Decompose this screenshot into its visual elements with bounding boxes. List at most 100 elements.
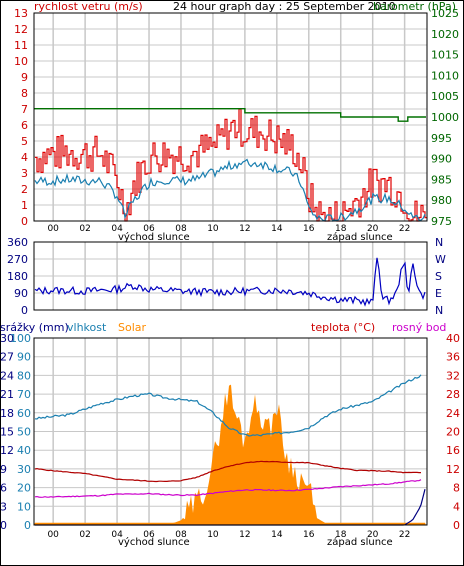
rain-tick-label: 24 bbox=[0, 369, 14, 382]
temperature-tick-label: 8 bbox=[453, 482, 460, 495]
humidity-tick-label: 90 bbox=[17, 351, 31, 364]
humidity-tick-label: 40 bbox=[17, 444, 31, 457]
hour-tick-label: 02 bbox=[79, 530, 90, 540]
wind-tick-label: 2 bbox=[21, 183, 28, 196]
humidity-tick-label: 0 bbox=[24, 519, 31, 532]
wind-tick-label: 4 bbox=[21, 151, 28, 164]
temperature-tick-label: 32 bbox=[446, 369, 460, 382]
temperature-tick-label: 40 bbox=[446, 332, 460, 345]
pressure-tick-label: 1010 bbox=[431, 69, 459, 82]
thermo-plot-border bbox=[33, 337, 428, 526]
pressure-tick-label: 995 bbox=[431, 132, 452, 145]
rain-tick-label: 21 bbox=[0, 388, 14, 401]
humidity-temperature-panel: srážky (mm) vlhkost Solar teplota (°C) r… bbox=[0, 321, 460, 548]
sunrise-label: východ slunce bbox=[118, 231, 190, 243]
rain-tick-label: 0 bbox=[0, 519, 7, 532]
rain-tick-label: 18 bbox=[0, 407, 14, 420]
wind-tick-label: 10 bbox=[14, 55, 28, 68]
pressure-tick-label: 1015 bbox=[431, 49, 459, 62]
wind-tick-label: 13 bbox=[14, 7, 28, 20]
hour-tick-label: 00 bbox=[47, 530, 59, 540]
wind-tick-label: 7 bbox=[21, 103, 28, 116]
temperature-tick-label: 28 bbox=[446, 388, 460, 401]
direction-plot-border bbox=[33, 241, 428, 311]
rain-tick-label: 30 bbox=[0, 332, 14, 345]
direction-tick-label: 90 bbox=[14, 287, 28, 300]
humidity-tick-label: 20 bbox=[17, 482, 31, 495]
hour-tick-label: 00 bbox=[47, 224, 59, 234]
humidity-tick-label: 70 bbox=[17, 388, 31, 401]
wind-tick-label: 5 bbox=[21, 135, 28, 148]
hour-tick-label: 22 bbox=[399, 530, 410, 540]
wind-tick-label: 9 bbox=[21, 71, 28, 84]
wind-tick-label: 1 bbox=[21, 199, 28, 212]
hour-tick-label: 16 bbox=[303, 530, 315, 540]
pressure-tick-label: 975 bbox=[431, 215, 452, 228]
hour-tick-label: 14 bbox=[271, 530, 283, 540]
solar-area bbox=[34, 384, 426, 525]
wind-pressure-panel: rychlost vetru (m/s) 24 hour graph day :… bbox=[14, 0, 459, 243]
direction-tick-label: 180 bbox=[7, 270, 28, 283]
pressure-tick-label: 990 bbox=[431, 153, 452, 166]
humidity-tick-label: 10 bbox=[17, 500, 31, 513]
rain-legend-label: srážky (mm) bbox=[0, 321, 69, 334]
dewpoint-series bbox=[34, 479, 422, 498]
pressure-tick-label: 985 bbox=[431, 173, 452, 186]
hour-tick-label: 06 bbox=[143, 224, 155, 234]
hour-tick-label: 06 bbox=[143, 530, 155, 540]
solar-legend-label: Solar bbox=[118, 321, 147, 334]
wind-axis-title: rychlost vetru (m/s) bbox=[34, 0, 143, 13]
hour-tick-label: 12 bbox=[239, 224, 250, 234]
wind-direction-series bbox=[34, 257, 426, 307]
temperature-legend-label: teplota (°C) bbox=[311, 321, 375, 334]
wind-tick-label: 8 bbox=[21, 87, 28, 100]
hour-tick-label: 16 bbox=[303, 224, 315, 234]
rain-tick-label: 9 bbox=[0, 463, 7, 476]
hour-tick-label: 18 bbox=[335, 530, 347, 540]
sunrise-label-bottom: východ slunce bbox=[118, 536, 190, 548]
rain-tick-label: 3 bbox=[0, 500, 7, 513]
temperature-tick-label: 0 bbox=[453, 519, 460, 532]
hour-tick-label: 04 bbox=[111, 224, 123, 234]
wind-tick-label: 11 bbox=[14, 39, 28, 52]
wind-tick-label: 6 bbox=[21, 119, 28, 132]
pressure-axis-title: barometr (hPa) bbox=[373, 0, 456, 13]
temperature-series bbox=[34, 460, 421, 483]
sunset-label: západ slunce bbox=[327, 231, 393, 243]
temperature-tick-label: 36 bbox=[446, 351, 460, 364]
compass-tick-label: S bbox=[435, 270, 442, 283]
wind-speed-series bbox=[34, 158, 426, 222]
compass-tick-label: N bbox=[435, 236, 443, 249]
hour-tick-label: 04 bbox=[111, 530, 123, 540]
pressure-tick-label: 1005 bbox=[431, 90, 459, 103]
hour-tick-label: 20 bbox=[367, 224, 379, 234]
direction-tick-label: 0 bbox=[21, 304, 28, 317]
hour-tick-label: 10 bbox=[207, 224, 219, 234]
rain-tick-label: 15 bbox=[0, 426, 14, 439]
pressure-series bbox=[34, 107, 426, 122]
humidity-tick-label: 80 bbox=[17, 369, 31, 382]
pressure-tick-label: 1000 bbox=[431, 111, 459, 124]
wind-tick-label: 3 bbox=[21, 167, 28, 180]
hour-tick-label: 10 bbox=[207, 530, 219, 540]
graph-title: 24 hour graph day : 25 September 2010 bbox=[173, 0, 396, 13]
wind-plot-border bbox=[33, 12, 428, 222]
temperature-tick-label: 4 bbox=[453, 500, 460, 513]
direction-tick-label: 360 bbox=[7, 236, 28, 249]
direction-tick-label: 270 bbox=[7, 253, 28, 266]
compass-tick-label: E bbox=[435, 287, 442, 300]
wind-gust-series bbox=[35, 108, 427, 222]
temperature-tick-label: 24 bbox=[446, 407, 460, 420]
hour-tick-label: 08 bbox=[175, 530, 187, 540]
humidity-legend-label: vlhkost bbox=[67, 321, 107, 334]
humidity-tick-label: 30 bbox=[17, 463, 31, 476]
hour-tick-label: 18 bbox=[335, 224, 347, 234]
compass-tick-label: N bbox=[435, 304, 443, 317]
humidity-tick-label: 60 bbox=[17, 407, 31, 420]
humidity-series bbox=[34, 374, 422, 437]
pressure-tick-label: 980 bbox=[431, 194, 452, 207]
rain-tick-label: 12 bbox=[0, 444, 14, 457]
humidity-tick-label: 100 bbox=[10, 332, 31, 345]
